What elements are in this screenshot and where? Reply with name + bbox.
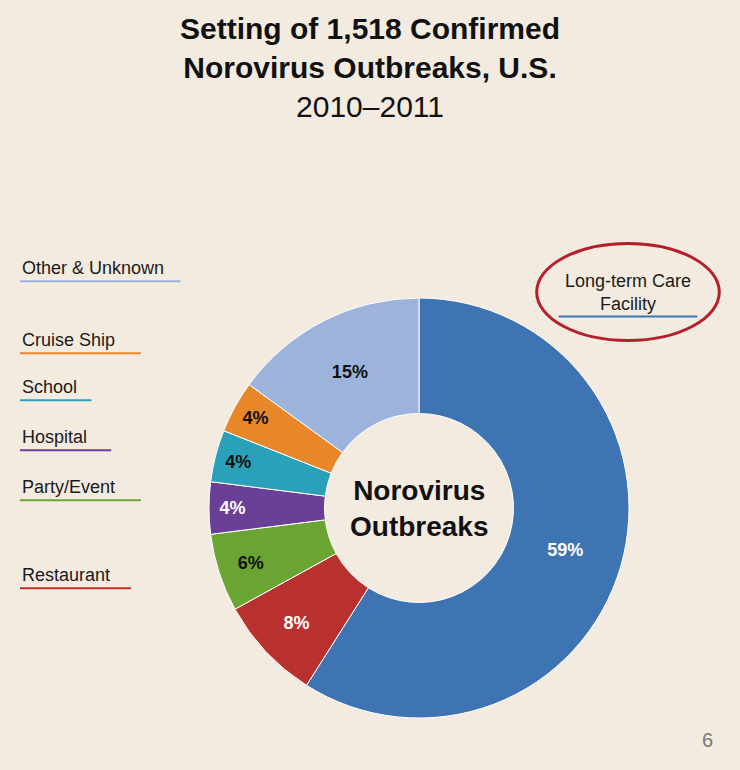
svg-text:Hospital: Hospital xyxy=(22,427,87,447)
svg-text:6: 6 xyxy=(702,729,713,751)
svg-text:4%: 4% xyxy=(225,452,251,472)
svg-text:Setting of 1,518 ConfirmedNoro: Setting of 1,518 ConfirmedNorovirus Outb… xyxy=(180,12,560,123)
svg-text:NorovirusOutbreaks: NorovirusOutbreaks xyxy=(350,475,489,542)
svg-text:Restaurant: Restaurant xyxy=(22,565,110,585)
svg-text:4%: 4% xyxy=(242,408,268,428)
svg-text:15%: 15% xyxy=(332,362,368,382)
svg-text:59%: 59% xyxy=(547,540,583,560)
svg-text:Party/Event: Party/Event xyxy=(22,477,115,497)
svg-text:4%: 4% xyxy=(219,498,245,518)
svg-text:Cruise Ship: Cruise Ship xyxy=(22,330,115,350)
svg-text:6%: 6% xyxy=(238,553,264,573)
svg-text:Long-term CareFacility: Long-term CareFacility xyxy=(565,271,691,314)
svg-text:8%: 8% xyxy=(283,613,309,633)
svg-text:School: School xyxy=(22,377,77,397)
svg-text:Other & Unknown: Other & Unknown xyxy=(22,258,164,278)
